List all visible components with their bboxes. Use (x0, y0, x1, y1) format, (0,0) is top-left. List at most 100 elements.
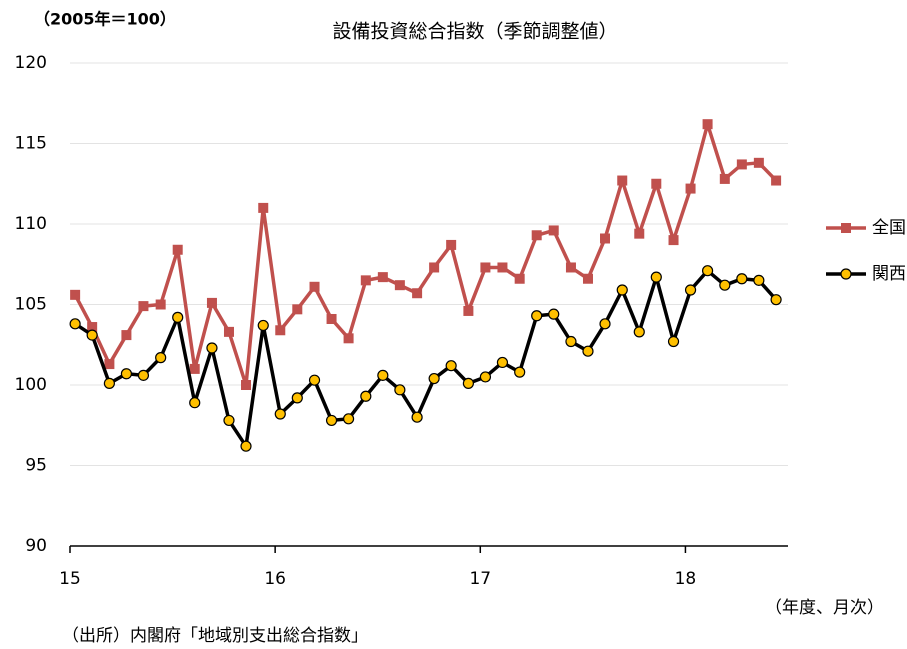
marker (429, 262, 440, 273)
marker (257, 319, 269, 332)
marker (668, 235, 679, 246)
marker (377, 272, 388, 283)
marker (667, 335, 680, 348)
marker (121, 330, 132, 341)
marker (582, 345, 594, 357)
marker (172, 244, 183, 255)
marker (633, 326, 645, 338)
marker (70, 289, 81, 300)
legend-label: 関西 (872, 264, 906, 284)
marker (565, 262, 576, 273)
marker (308, 374, 321, 386)
marker (69, 318, 81, 330)
y-tick-label: 90 (25, 536, 47, 556)
marker (736, 159, 747, 170)
marker (189, 397, 201, 409)
marker (377, 369, 389, 381)
marker (87, 322, 98, 333)
marker (172, 311, 184, 323)
marker (325, 414, 338, 427)
marker (275, 325, 286, 336)
legend-label: 全国 (872, 218, 906, 238)
x-axis-label: （年度、月次） (765, 598, 884, 618)
marker (360, 390, 372, 402)
marker (342, 413, 355, 425)
x-tick-label: 15 (59, 569, 81, 589)
marker (496, 356, 509, 369)
marker (565, 335, 577, 348)
marker (531, 230, 542, 241)
marker (736, 273, 748, 285)
marker (634, 228, 645, 239)
x-tick-label: 16 (264, 569, 286, 589)
source-note: （出所）内閣府「地域別支出総合指数」 (62, 626, 368, 646)
marker (650, 271, 662, 283)
marker (138, 301, 149, 312)
marker (120, 368, 133, 380)
marker (617, 175, 628, 186)
marker (616, 284, 628, 296)
marker (206, 342, 218, 354)
marker (309, 281, 320, 292)
marker (137, 369, 150, 381)
marker (155, 299, 166, 310)
marker (600, 233, 611, 244)
marker (445, 360, 457, 372)
marker (394, 384, 406, 396)
marker (86, 329, 98, 341)
marker (479, 371, 492, 383)
marker (206, 297, 217, 308)
marker (771, 175, 782, 186)
marker (548, 225, 559, 236)
legend-marker (840, 268, 852, 280)
unit-note: （2005年＝100） (34, 10, 176, 29)
marker (497, 262, 508, 273)
marker (753, 157, 764, 168)
marker (548, 308, 560, 320)
x-tick-label: 18 (675, 569, 697, 589)
marker (719, 173, 730, 184)
marker (360, 275, 371, 286)
marker (412, 288, 423, 299)
marker (651, 178, 662, 189)
marker (701, 265, 714, 277)
marker (514, 366, 526, 378)
marker (514, 273, 525, 284)
marker (104, 359, 115, 370)
marker (582, 273, 593, 284)
y-tick-label: 110 (15, 214, 47, 234)
marker (258, 202, 269, 213)
marker (685, 183, 696, 194)
marker (719, 279, 731, 291)
marker (684, 284, 697, 296)
marker (240, 440, 252, 452)
marker (411, 411, 423, 423)
y-tick-label: 95 (25, 456, 47, 476)
series-line (74, 268, 778, 448)
marker (428, 372, 440, 385)
marker (770, 294, 782, 306)
y-tick-label: 120 (15, 53, 47, 73)
marker (531, 310, 543, 322)
marker (462, 377, 474, 389)
y-tick-label: 100 (15, 375, 47, 395)
marker (326, 313, 337, 324)
y-tick-label: 105 (15, 295, 47, 315)
chart-title: 設備投資総合指数（季節調整値） (332, 21, 617, 43)
marker (189, 363, 200, 374)
marker (463, 305, 474, 316)
marker (599, 318, 611, 330)
marker (343, 333, 354, 344)
marker (223, 414, 235, 427)
marker (702, 119, 713, 130)
marker (753, 274, 765, 286)
series-line (73, 122, 778, 387)
marker (394, 280, 405, 291)
marker (480, 262, 491, 273)
y-tick-label: 115 (15, 134, 47, 154)
marker (292, 304, 303, 315)
x-tick-label: 17 (469, 569, 491, 589)
marker (446, 239, 457, 250)
marker (223, 326, 234, 337)
